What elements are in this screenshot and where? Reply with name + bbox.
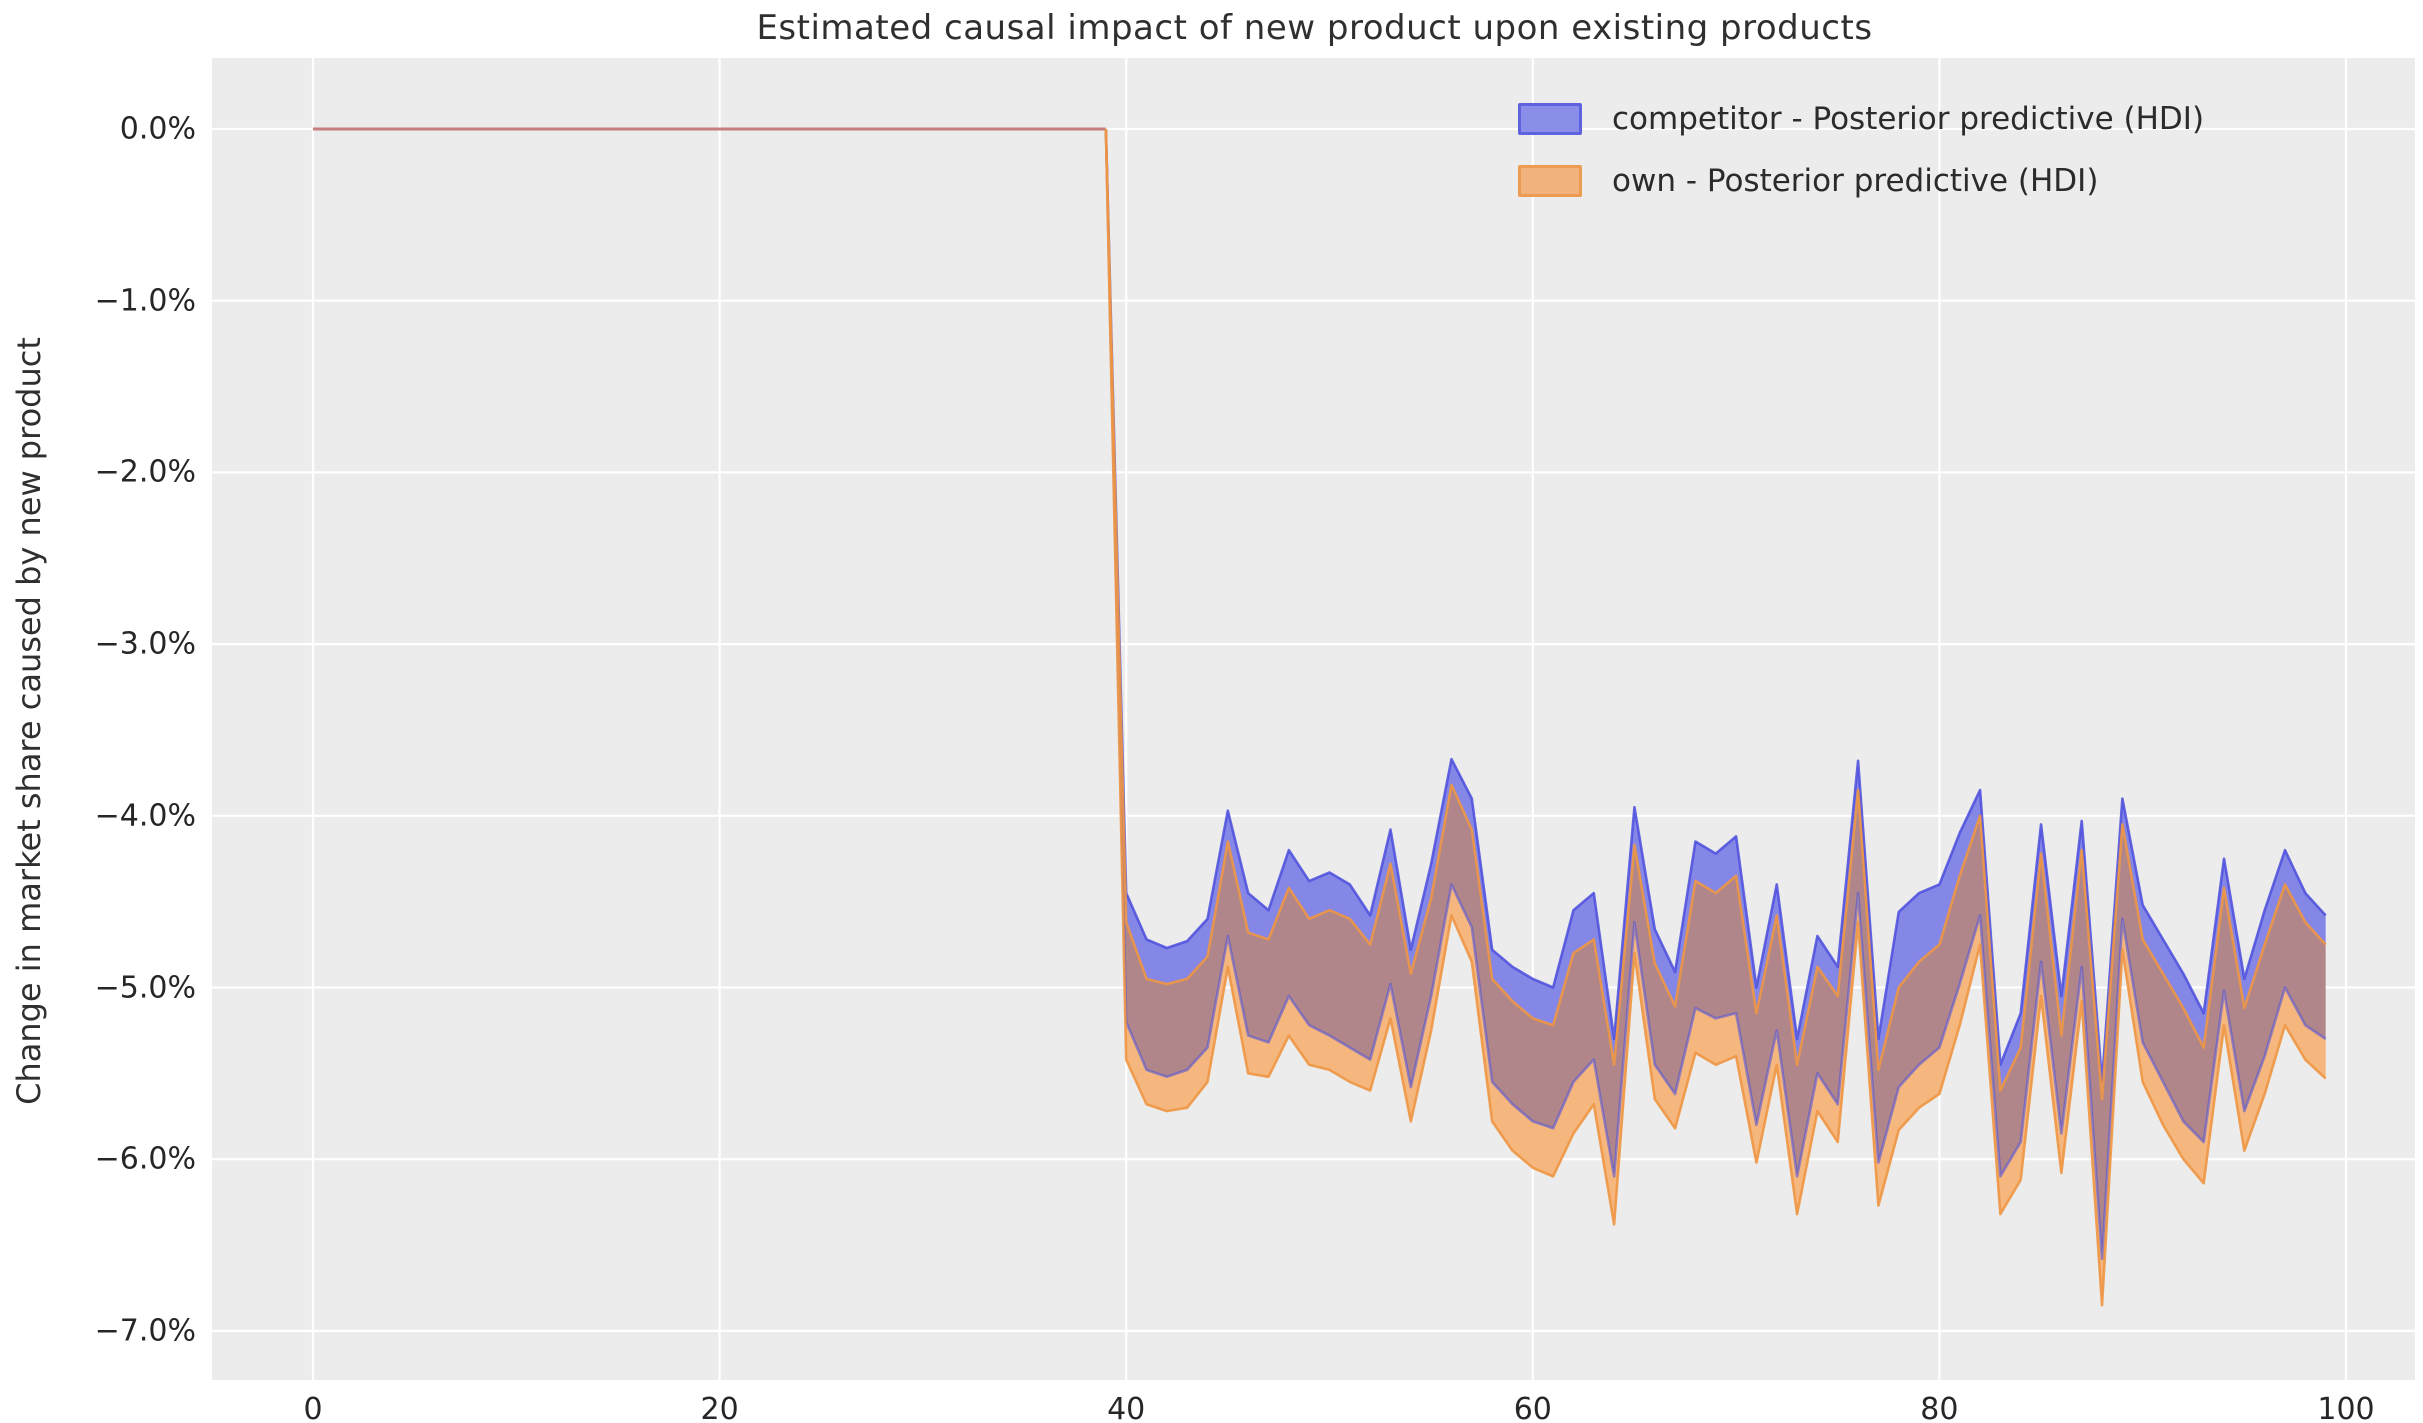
legend-patch-icon (1518, 165, 1582, 197)
axes-background (212, 58, 2415, 1380)
legend-entry-label: competitor - Posterior predictive (HDI) (1612, 101, 2205, 137)
x-tick-label: 100 (2317, 1392, 2375, 1423)
y-tick-label: −7.0% (94, 1313, 196, 1349)
competitor-band-exclusive-region (313, 129, 2326, 1100)
x-tick-label: 60 (1513, 1392, 1552, 1423)
y-tick-label: −3.0% (94, 626, 196, 662)
x-tick-label: 80 (1920, 1392, 1959, 1423)
own-band-lower-edge (1104, 128, 2327, 1307)
legend-entry-label: own - Posterior predictive (HDI) (1612, 163, 2099, 199)
x-tick-label: 40 (1107, 1392, 1146, 1423)
legend: competitor - Posterior predictive (HDI) o… (1518, 88, 2204, 212)
legend-entry: competitor - Posterior predictive (HDI) (1518, 88, 2204, 150)
x-tick-label: 0 (303, 1392, 323, 1423)
y-tick-label: −2.0% (94, 454, 196, 490)
x-tick-label: 20 (700, 1392, 739, 1423)
competitor-band-lower-edge (1104, 128, 2327, 1261)
y-tick-label: −4.0% (94, 798, 196, 834)
own-band-upper-edge (1104, 128, 2327, 1101)
legend-entry: own - Posterior predictive (HDI) (1518, 150, 2204, 212)
chart-title: Estimated causal impact of new product u… (756, 8, 1873, 48)
legend-patch-icon (1518, 103, 1582, 135)
y-axis-label: Change in market share caused by new pro… (10, 337, 48, 1105)
y-tick-label: −5.0% (94, 970, 196, 1005)
y-tick-label: −6.0% (94, 1141, 196, 1177)
y-tick-label: 0.0% (119, 111, 196, 147)
competitor-band-upper-edge (1104, 128, 2327, 1084)
y-tick-label: −1.0% (94, 283, 196, 319)
